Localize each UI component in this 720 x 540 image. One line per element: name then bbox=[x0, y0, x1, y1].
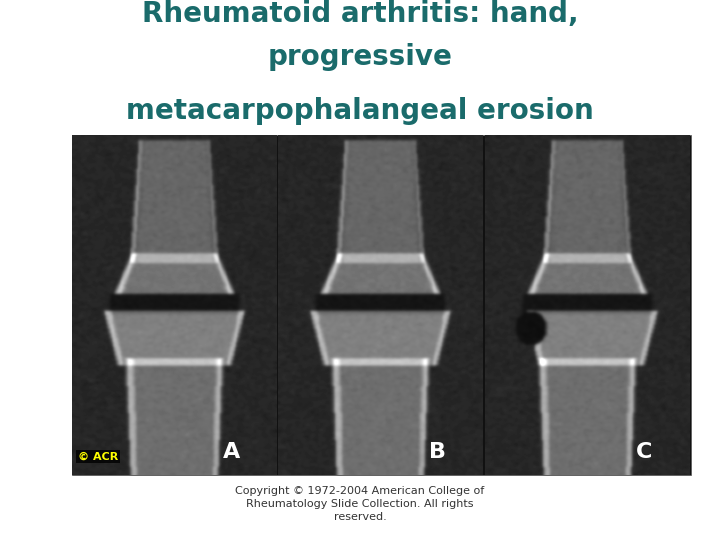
Text: Rheumatoid arthritis: hand,: Rheumatoid arthritis: hand, bbox=[142, 0, 578, 28]
Text: © ACR: © ACR bbox=[78, 451, 118, 462]
Text: B: B bbox=[429, 442, 446, 462]
Text: A: A bbox=[222, 442, 240, 462]
FancyBboxPatch shape bbox=[72, 135, 691, 475]
Text: metacarpophalangeal erosion: metacarpophalangeal erosion bbox=[126, 97, 594, 125]
Text: progressive: progressive bbox=[268, 43, 452, 71]
Text: Copyright © 1972-2004 American College of
Rheumatology Slide Collection. All rig: Copyright © 1972-2004 American College o… bbox=[235, 486, 485, 522]
Text: C: C bbox=[636, 442, 652, 462]
